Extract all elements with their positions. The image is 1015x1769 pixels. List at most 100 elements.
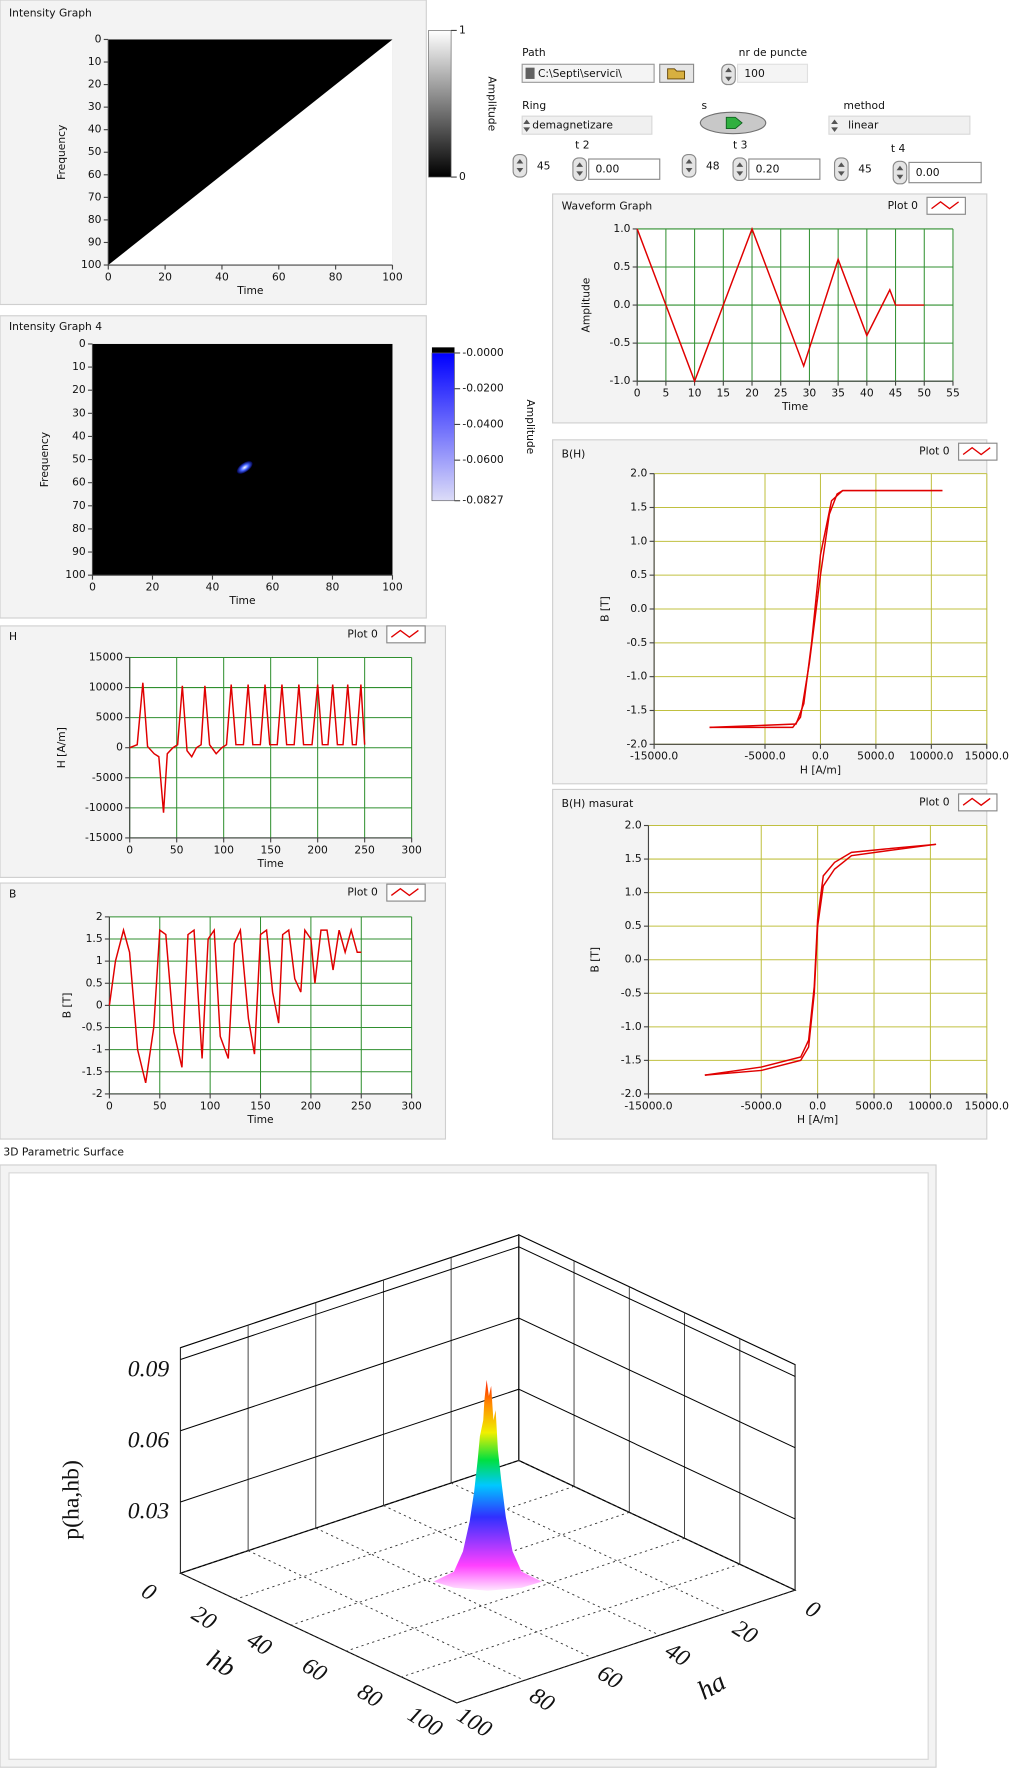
graph-title: Waveform Graph <box>562 199 653 212</box>
ring-value: demagnetizare <box>532 119 613 132</box>
spinner[interactable] <box>732 157 748 182</box>
numeric-box[interactable] <box>748 158 821 180</box>
x-tick-label: 200 <box>301 1099 322 1112</box>
control-label: method <box>844 99 885 112</box>
z-axis-label: Amplitude <box>524 399 537 454</box>
spinner[interactable] <box>833 157 849 182</box>
control-label: nr de puncte <box>739 46 808 59</box>
z-tick-label: -0.0600 <box>462 453 504 466</box>
spinner-arrows <box>736 162 744 176</box>
spinner[interactable] <box>572 157 588 182</box>
ring-box[interactable] <box>521 115 653 135</box>
y-tick-label: -10000 <box>85 801 123 814</box>
x-tick-label: 100 <box>200 1099 221 1112</box>
control-label: s <box>701 99 707 112</box>
y-tick-label: 50 <box>88 145 102 158</box>
spinner[interactable] <box>892 160 908 185</box>
y-tick-label: 0.0 <box>630 602 647 615</box>
y-tick-label: 100 <box>81 258 102 271</box>
spinner[interactable] <box>512 153 528 178</box>
y-tick-label: 0.5 <box>630 568 647 581</box>
y-tick-label: 15000 <box>89 650 123 663</box>
y-tick-label: 60 <box>88 168 102 181</box>
ring-box[interactable] <box>828 115 971 135</box>
z-tick-label: -0.0200 <box>462 382 504 395</box>
x-tick-label: 40 <box>215 270 229 283</box>
y-tick-label: -2 <box>92 1087 103 1100</box>
x-axis-label: H [A/m] <box>800 763 841 776</box>
numeric-box[interactable] <box>736 63 809 83</box>
x-tick-label: 55 <box>946 387 960 400</box>
y-tick-label: 1.5 <box>86 932 103 945</box>
x-axis-label: Time <box>246 1113 274 1126</box>
y-tick-label: -2.0 <box>621 1087 642 1100</box>
x-tick-label: 15000.0 <box>965 1099 1009 1112</box>
x-tick-label: 0 <box>126 843 133 856</box>
y-tick-label: 30 <box>72 406 86 419</box>
z-tick-label: 0.09 <box>128 1356 170 1382</box>
y-tick-label: 0 <box>95 32 102 45</box>
y-tick-label: 10 <box>88 55 102 68</box>
x-tick-label: -15000.0 <box>630 750 678 763</box>
x-tick-label: 100 <box>382 270 403 283</box>
spinner-arrows <box>725 67 732 82</box>
x-tick-label: 250 <box>351 1099 372 1112</box>
graph-title: B(H) masurat <box>562 797 634 810</box>
folder-icon <box>667 68 686 80</box>
y-tick-label: 1.5 <box>625 852 642 865</box>
spinner[interactable] <box>721 63 736 86</box>
y-axis-label: B [T] <box>61 993 74 1019</box>
spinner[interactable] <box>681 153 697 178</box>
path-icon <box>525 67 535 79</box>
numeric-box[interactable] <box>908 161 982 184</box>
x-tick-label: 100 <box>382 581 403 594</box>
y-tick-label: -1.0 <box>610 374 631 387</box>
graph-title: 3D Parametric Surface <box>3 1146 124 1159</box>
numeric-box[interactable] <box>588 158 661 180</box>
intensity-cells <box>92 343 393 576</box>
x-tick-label: 10000.0 <box>909 750 953 763</box>
floor-grid-line <box>315 1527 593 1659</box>
y-tick-label: 5000 <box>96 711 123 724</box>
legend-swatch <box>390 629 419 639</box>
path-box[interactable] <box>521 63 655 83</box>
data-line <box>636 226 925 384</box>
y-tick-label: 100 <box>65 568 86 581</box>
numeric-value: 45 <box>537 159 551 172</box>
z-tick-label: 0.06 <box>128 1427 170 1453</box>
z-tick-label: -0.0827 <box>462 494 503 507</box>
spinner-arrows <box>576 162 584 176</box>
z-tick-label: 0.03 <box>128 1499 170 1525</box>
floor-grid-line <box>180 1572 457 1704</box>
y-axis-label: Amplitude <box>579 277 592 332</box>
x-tick-label: 35 <box>831 387 845 400</box>
y-tick-label: 40 <box>88 123 102 136</box>
x-tick-label: 45 <box>889 387 903 400</box>
legend-label: Plot 0 <box>919 445 950 458</box>
y-tick-label: 0.5 <box>86 976 103 989</box>
y-tick-label: -2.0 <box>626 737 647 750</box>
x-tick-label: 15000.0 <box>965 750 1009 763</box>
x-tick-label: 20 <box>745 387 759 400</box>
y-tick-label: 1 <box>96 954 103 967</box>
floor-grid-line <box>247 1550 525 1681</box>
wall-grid-line <box>180 1317 796 1449</box>
y-axis-label: Frequency <box>55 124 68 180</box>
x-tick-label: 50 <box>917 387 931 400</box>
y-tick-label: -1.5 <box>621 1053 642 1066</box>
x-tick-label: -5000.0 <box>744 750 786 763</box>
graph-title: Intensity Graph <box>9 7 92 20</box>
z-tick-label: -0.0000 <box>462 346 504 359</box>
numeric-value: 0.20 <box>756 163 780 176</box>
legend-swatch <box>390 887 419 897</box>
x-tick-label: 0 <box>105 270 112 283</box>
y-tick-label: 1.0 <box>613 222 630 235</box>
y-axis-label: H [A/m] <box>55 727 68 768</box>
ring-value: linear <box>848 119 879 132</box>
legend-swatch <box>962 446 991 456</box>
floor-grid-line <box>518 1460 796 1591</box>
y-tick-label: 80 <box>72 522 86 535</box>
wall-grid-line <box>180 1246 796 1377</box>
